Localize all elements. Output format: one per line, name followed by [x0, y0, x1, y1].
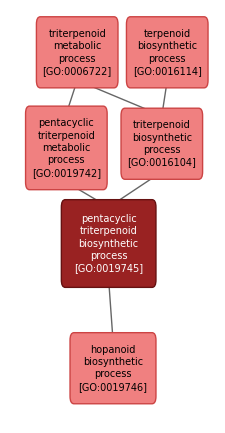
Text: terpenoid
biosynthetic
process
[GO:0016114]: terpenoid biosynthetic process [GO:00161… [132, 29, 201, 76]
Text: pentacyclic
triterpenoid
biosynthetic
process
[GO:0019745]: pentacyclic triterpenoid biosynthetic pr… [74, 214, 143, 273]
FancyBboxPatch shape [126, 17, 207, 88]
FancyBboxPatch shape [25, 106, 107, 190]
FancyBboxPatch shape [61, 200, 155, 288]
FancyBboxPatch shape [36, 17, 117, 88]
FancyBboxPatch shape [121, 108, 202, 179]
Text: hopanoid
biosynthetic
process
[GO:0019746]: hopanoid biosynthetic process [GO:001974… [78, 345, 147, 392]
FancyBboxPatch shape [70, 333, 155, 404]
Text: pentacyclic
triterpenoid
metabolic
process
[GO:0019742]: pentacyclic triterpenoid metabolic proce… [32, 118, 101, 178]
Text: triterpenoid
metabolic
process
[GO:0006722]: triterpenoid metabolic process [GO:00067… [42, 29, 111, 76]
Text: triterpenoid
biosynthetic
process
[GO:0016104]: triterpenoid biosynthetic process [GO:00… [127, 120, 195, 168]
